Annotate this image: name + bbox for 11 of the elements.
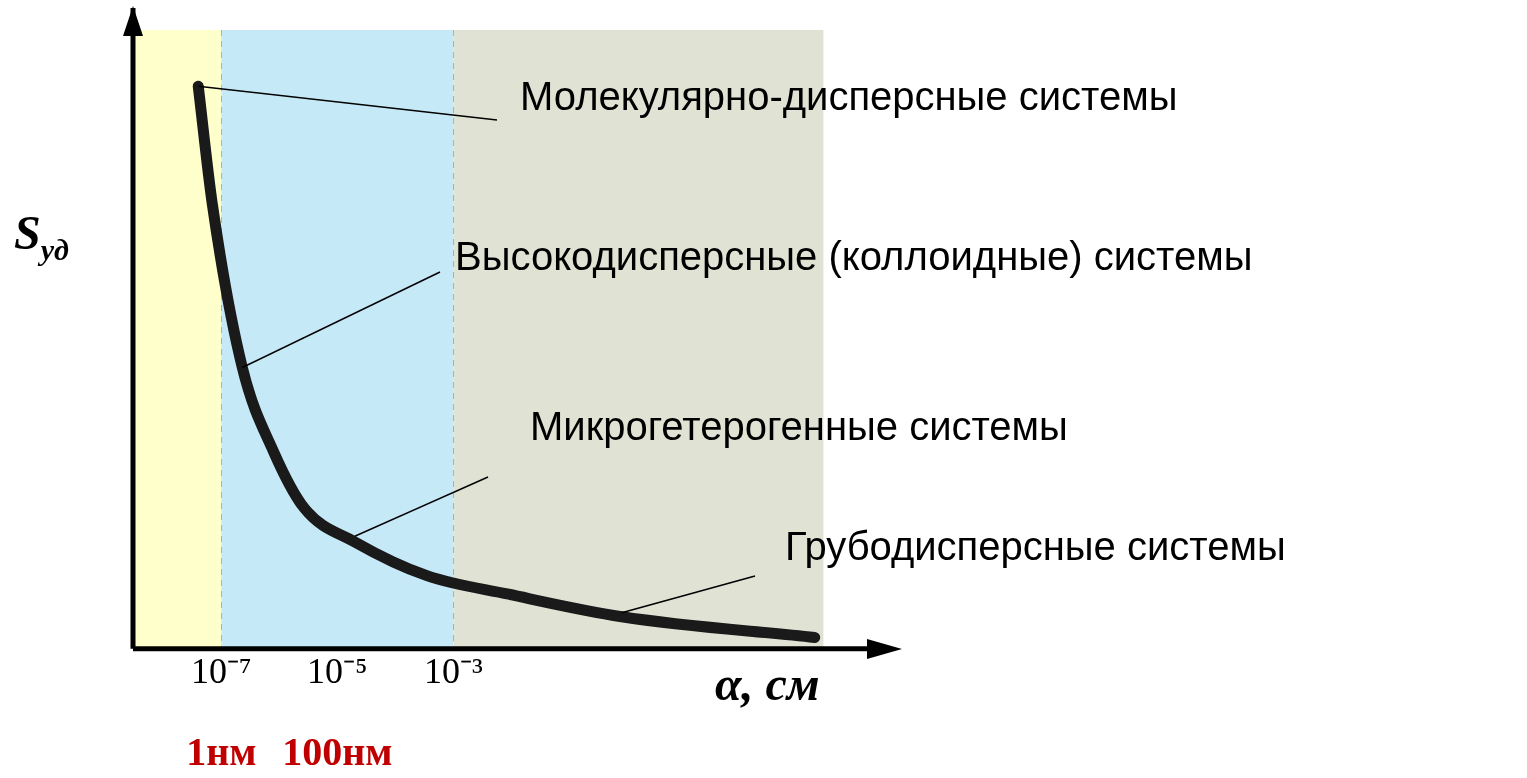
x-axis-title: α, см [715, 657, 820, 710]
x-tick-label: 10⁻³ [423, 650, 483, 691]
x-tick-label: 10⁻⁵ [307, 650, 368, 691]
annotation: Грубодисперсные системы [785, 524, 1286, 568]
annotation: Микрогетерогенные системы [530, 404, 1068, 448]
text: 1нм [186, 729, 257, 774]
text: 100нм [282, 729, 393, 774]
annotation: Высокодисперсные (коллоидные) системы [455, 234, 1253, 278]
annotation: Молекулярно-дисперсные системы [520, 74, 1178, 118]
x-tick-label: 10⁻⁷ [191, 650, 252, 691]
y-axis-title: S$_{уд}$ [14, 205, 69, 267]
